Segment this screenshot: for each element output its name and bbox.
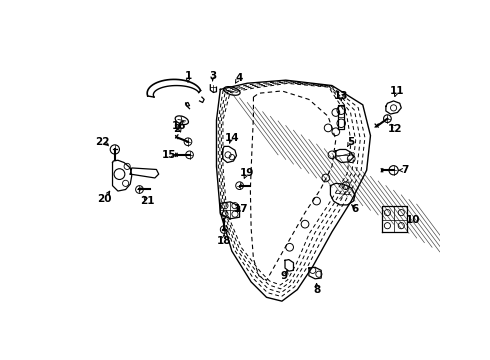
Text: 13: 13 [334,91,348,100]
Text: 6: 6 [351,204,359,214]
Text: 7: 7 [401,165,409,175]
Text: 18: 18 [217,236,231,246]
Text: 3: 3 [209,71,216,81]
Text: 2: 2 [173,125,180,134]
Text: 22: 22 [95,137,110,147]
Text: 21: 21 [140,196,154,206]
Text: 8: 8 [313,285,320,294]
Text: 1: 1 [184,71,192,81]
Text: 12: 12 [388,125,402,134]
Text: 17: 17 [234,204,248,214]
Text: 11: 11 [390,86,405,96]
Text: 16: 16 [172,121,187,131]
Text: 20: 20 [98,194,112,204]
Text: 4: 4 [236,73,243,83]
Text: 9: 9 [281,271,288,281]
Text: 19: 19 [240,167,254,177]
Text: 5: 5 [347,137,355,147]
Text: 15: 15 [162,150,176,160]
Text: 14: 14 [224,133,239,143]
Text: 10: 10 [406,215,420,225]
